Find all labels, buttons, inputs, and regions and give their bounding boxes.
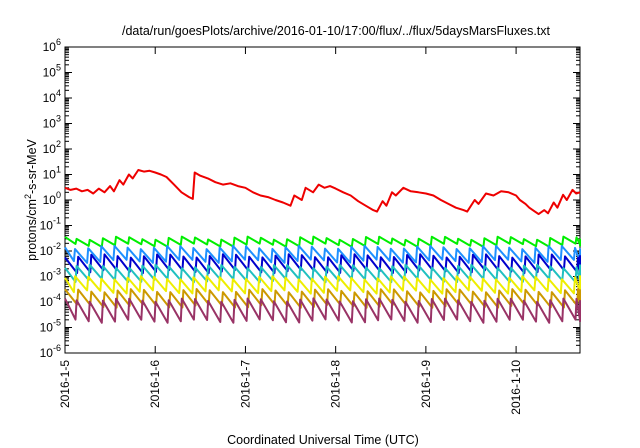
y-tick-label: 10-2 bbox=[40, 241, 61, 258]
y-tick-label: 10-4 bbox=[40, 292, 61, 309]
x-axis-label: Coordinated Universal Time (UTC) bbox=[227, 433, 419, 447]
x-tick-label: 2016-1-7 bbox=[238, 360, 252, 408]
y-tick-label: 10-1 bbox=[40, 216, 61, 233]
y-axis-label-main: protons/cm bbox=[25, 199, 39, 261]
x-tick-label: 2016-1-10 bbox=[509, 360, 523, 415]
series-line-7 bbox=[64, 288, 581, 309]
x-tick-label: 2016-1-9 bbox=[419, 360, 433, 408]
y-tick-label: 104 bbox=[43, 88, 61, 105]
y-tick-label: 100 bbox=[43, 190, 61, 207]
x-axis: 2016-1-5 2016-1-6 2016-1-7 2016-1-8 2016-1-9… bbox=[58, 47, 523, 415]
data-series bbox=[64, 169, 581, 324]
y-axis-label-sup: 2 bbox=[23, 194, 33, 199]
series-line-1 bbox=[64, 169, 581, 216]
series-line-4 bbox=[64, 253, 581, 275]
y-tick-label: 10-6 bbox=[40, 343, 61, 360]
y-axis-label: protons/cm2-s-sr-MeV bbox=[23, 138, 39, 260]
y-tick-label: 10-5 bbox=[40, 318, 61, 335]
series-line-5 bbox=[64, 263, 581, 284]
y-tick-label: 106 bbox=[43, 37, 61, 54]
series-line-2 bbox=[64, 235, 581, 248]
series-line-8 bbox=[64, 297, 581, 324]
y-tick-label: 102 bbox=[43, 139, 61, 156]
y-tick-label: 105 bbox=[43, 63, 61, 80]
series-line-6 bbox=[64, 275, 581, 295]
y-axis-label-units: -s-sr-MeV bbox=[25, 138, 39, 194]
series-line-3 bbox=[64, 244, 581, 264]
x-tick-label: 2016-1-8 bbox=[329, 360, 343, 408]
y-axis: 10-6 10-5 10-4 10-3 10-2 10-1 100 101 102 103 104 1… bbox=[40, 37, 580, 360]
y-tick-label: 10-3 bbox=[40, 267, 61, 284]
chart-title: /data/run/goesPlots/archive/2016-01-10/1… bbox=[122, 24, 551, 38]
y-tick-label: 103 bbox=[43, 114, 61, 131]
x-tick-label: 2016-1-6 bbox=[148, 360, 162, 408]
x-tick-label: 2016-1-5 bbox=[58, 360, 72, 408]
y-tick-label: 101 bbox=[43, 165, 61, 182]
